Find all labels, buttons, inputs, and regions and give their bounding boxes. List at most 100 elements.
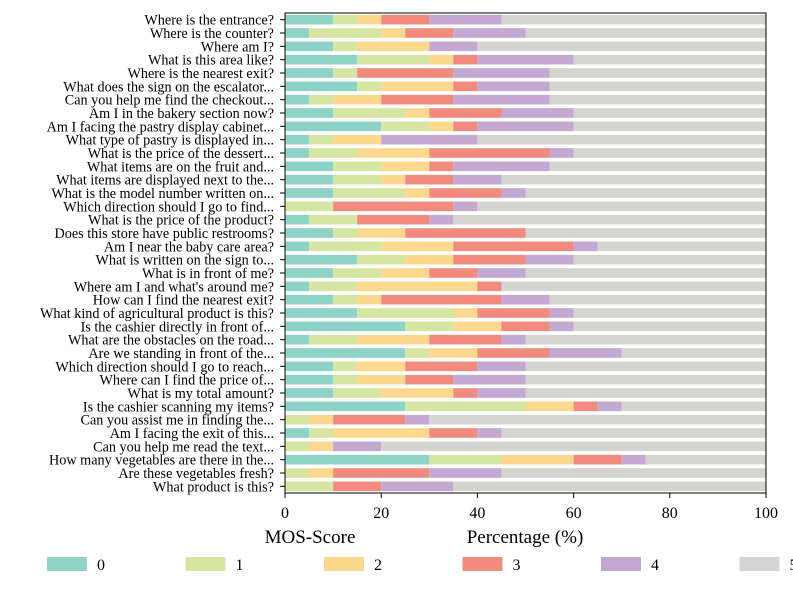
bar-segment-2 — [381, 268, 430, 278]
bar-segment-1 — [333, 68, 358, 78]
bar-segment-5 — [477, 134, 766, 145]
bar-segment-4 — [549, 308, 574, 318]
bar-segment-3 — [573, 401, 598, 412]
category-label: What product is this? — [153, 479, 274, 495]
bar-segment-3 — [453, 241, 574, 252]
bar-segment-0 — [285, 374, 334, 385]
bar-segment-2 — [333, 428, 430, 438]
bar-segment-2 — [357, 148, 430, 158]
bar-segment-4 — [429, 468, 502, 478]
category-label: Can you help me read the text... — [93, 439, 274, 455]
category-label: Am I near the baby care area? — [104, 239, 274, 255]
bar-segment-5 — [549, 161, 766, 172]
bars-group — [285, 14, 766, 492]
bar-segment-1 — [333, 228, 358, 238]
bar-segment-2 — [357, 374, 406, 385]
bar-segment-1 — [309, 148, 358, 158]
category-label: Am I in the bakery section now? — [89, 106, 274, 122]
legend-swatch-1 — [185, 557, 226, 571]
bar-segment-1 — [309, 134, 334, 145]
category-label: Which direction should I go to reach... — [55, 359, 274, 375]
bar-segment-2 — [309, 441, 334, 452]
bar-segment-4 — [501, 188, 526, 198]
bar-segment-2 — [429, 121, 454, 132]
bar-segment-5 — [525, 228, 766, 238]
bar-segment-1 — [309, 428, 334, 438]
bar-segment-3 — [453, 388, 478, 398]
bar-segment-4 — [501, 334, 526, 345]
bar-segment-2 — [381, 174, 406, 185]
bar-segment-1 — [285, 414, 310, 425]
bar-segment-1 — [333, 14, 358, 25]
bar-segment-5 — [501, 281, 766, 292]
category-label: What type of pastry is displayed in... — [66, 133, 274, 149]
bar-segment-3 — [429, 334, 502, 345]
bar-segment-3 — [573, 454, 622, 465]
bar-segment-2 — [453, 321, 502, 332]
bar-segment-1 — [309, 334, 358, 345]
bar-segment-4 — [429, 214, 454, 225]
bar-segment-0 — [285, 174, 334, 185]
bar-segment-5 — [477, 41, 766, 52]
x-tick-label: 40 — [469, 505, 485, 522]
bar-segment-3 — [477, 281, 502, 292]
bar-segment-4 — [453, 174, 502, 185]
bar-segment-0 — [285, 41, 334, 52]
bar-segment-0 — [285, 454, 430, 465]
bar-segment-1 — [405, 321, 454, 332]
bar-segment-3 — [429, 428, 478, 438]
bar-segment-0 — [285, 214, 310, 225]
bar-segment-4 — [333, 441, 382, 452]
bar-segment-1 — [357, 81, 382, 92]
bar-segment-3 — [429, 188, 502, 198]
bar-segment-5 — [525, 188, 766, 198]
bar-segment-4 — [381, 134, 478, 145]
bar-segment-3 — [381, 94, 454, 105]
bar-segment-3 — [477, 348, 550, 358]
legend-swatch-3 — [462, 557, 503, 571]
bar-segment-2 — [309, 414, 334, 425]
bar-segment-2 — [405, 254, 454, 265]
bar-segment-4 — [429, 14, 502, 25]
bar-segment-1 — [333, 188, 406, 198]
bar-segment-0 — [285, 121, 382, 132]
bar-segment-5 — [525, 388, 766, 398]
bar-segment-1 — [357, 308, 454, 318]
bar-segment-1 — [285, 201, 334, 212]
bar-segment-3 — [333, 468, 430, 478]
bar-segment-5 — [573, 108, 766, 118]
bar-segment-1 — [285, 481, 334, 492]
bar-segment-3 — [405, 28, 454, 38]
bar-segment-1 — [285, 441, 310, 452]
bar-segment-2 — [309, 468, 334, 478]
category-label: How many vegetables are there in the... — [49, 453, 274, 469]
bar-segment-5 — [477, 201, 766, 212]
bar-segment-5 — [525, 361, 766, 372]
category-label: What is the model number written on... — [51, 186, 274, 202]
bar-segment-2 — [357, 41, 430, 52]
bar-segment-0 — [285, 148, 310, 158]
bar-segment-4 — [501, 108, 574, 118]
bar-segment-3 — [405, 174, 454, 185]
bar-segment-3 — [381, 14, 430, 25]
bar-segment-2 — [429, 54, 454, 65]
bar-segment-3 — [453, 121, 478, 132]
bar-segment-0 — [285, 401, 406, 412]
bar-segment-1 — [333, 388, 382, 398]
bar-segment-3 — [333, 414, 406, 425]
bar-segment-2 — [357, 294, 382, 305]
bar-segment-4 — [381, 481, 454, 492]
bar-segment-2 — [381, 161, 430, 172]
category-label: What is the price of the dessert... — [88, 146, 274, 162]
bar-segment-4 — [453, 374, 526, 385]
bar-segment-3 — [333, 201, 454, 212]
bar-segment-4 — [453, 94, 550, 105]
bar-segment-3 — [405, 374, 454, 385]
bar-segment-0 — [285, 241, 310, 252]
bar-segment-4 — [525, 254, 574, 265]
bar-segment-0 — [285, 14, 334, 25]
category-label: Which direction should I go to find... — [63, 199, 274, 215]
bar-segment-3 — [429, 268, 478, 278]
bar-segment-1 — [309, 214, 358, 225]
